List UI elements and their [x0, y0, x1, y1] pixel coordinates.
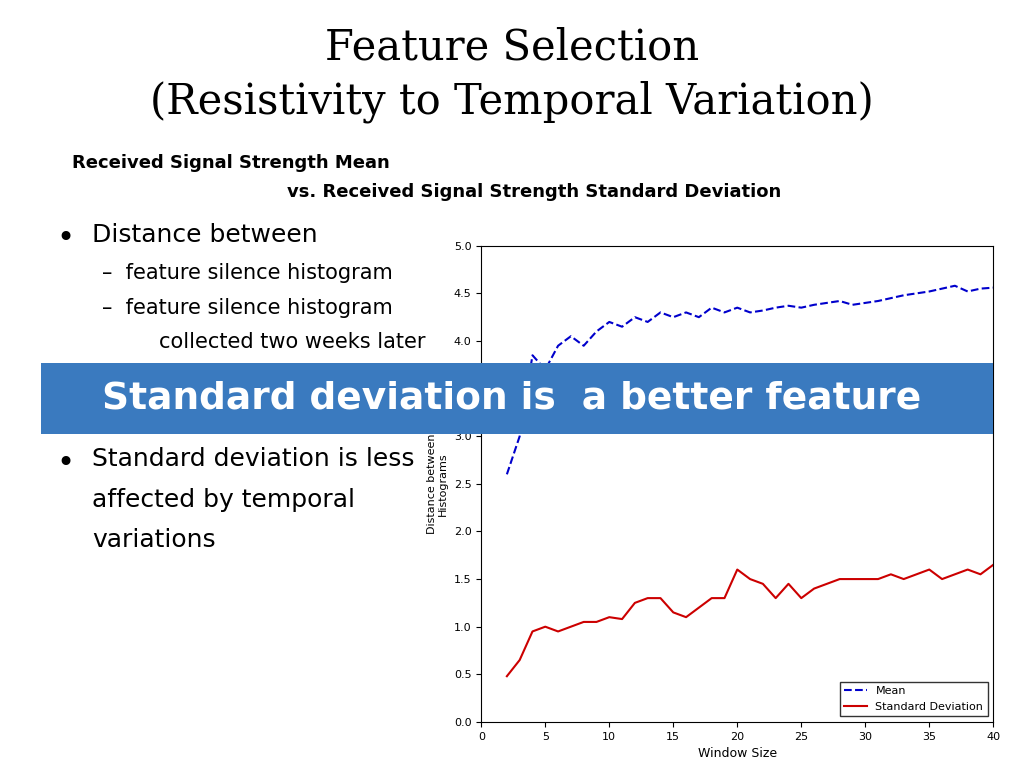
Standard Deviation [910, 570, 923, 579]
Mean [846, 300, 858, 310]
Mean [539, 365, 551, 374]
Y-axis label: Distance between
Histograms: Distance between Histograms [427, 434, 449, 534]
Standard Deviation [615, 614, 628, 624]
Text: –  feature silence histogram: – feature silence histogram [102, 298, 393, 318]
Text: collected two weeks later: collected two weeks later [159, 332, 425, 352]
Standard Deviation [578, 617, 590, 627]
Text: affected by temporal: affected by temporal [92, 488, 355, 511]
Mean [692, 313, 705, 322]
Text: variations: variations [92, 528, 216, 552]
Mean [526, 351, 539, 360]
Standard Deviation [552, 627, 564, 636]
Standard Deviation [859, 574, 871, 584]
Mean [731, 303, 743, 313]
Standard Deviation [924, 565, 936, 574]
Mean [552, 341, 564, 350]
Standard Deviation [770, 594, 782, 603]
Standard Deviation [846, 574, 858, 584]
Standard Deviation [731, 565, 743, 574]
Text: •: • [56, 449, 75, 478]
Standard Deviation [962, 565, 974, 574]
Standard Deviation [885, 570, 897, 579]
Mean [668, 313, 680, 322]
Standard Deviation [719, 594, 731, 603]
Mean [603, 317, 615, 326]
Mean [680, 308, 692, 317]
Mean [897, 290, 910, 300]
Standard Deviation [795, 594, 807, 603]
Standard Deviation [948, 570, 961, 579]
Bar [41, 363, 993, 434]
X-axis label: Window Size: Window Size [697, 747, 777, 760]
Mean [795, 303, 807, 313]
Standard Deviation [692, 603, 705, 612]
Mean [962, 287, 974, 296]
Standard Deviation [936, 574, 948, 584]
Mean [948, 281, 961, 290]
Standard Deviation [821, 579, 834, 588]
Mean [924, 287, 936, 296]
Mean [578, 341, 590, 350]
Standard Deviation [706, 594, 718, 603]
Standard Deviation [641, 594, 653, 603]
Standard Deviation [539, 622, 551, 631]
Text: Distance between: Distance between [92, 223, 317, 247]
Mean [936, 284, 948, 293]
Standard Deviation [603, 613, 615, 622]
Mean [987, 283, 999, 293]
Mean [641, 317, 653, 326]
Text: •: • [56, 224, 75, 253]
Line: Mean: Mean [507, 286, 993, 475]
Mean [615, 322, 628, 331]
Mean [629, 313, 641, 322]
Legend: Mean, Standard Deviation: Mean, Standard Deviation [840, 682, 988, 717]
Standard Deviation [654, 594, 667, 603]
Standard Deviation [590, 617, 602, 627]
Text: Received Signal Strength Mean: Received Signal Strength Mean [72, 154, 389, 171]
Standard Deviation [871, 574, 884, 584]
Mean [654, 308, 667, 317]
Standard Deviation [668, 607, 680, 617]
Standard Deviation [501, 671, 513, 680]
Mean [834, 296, 846, 306]
Text: Standard deviation is less: Standard deviation is less [92, 447, 415, 471]
Standard Deviation [987, 560, 999, 569]
Mean [757, 306, 769, 315]
Mean [770, 303, 782, 313]
Mean [706, 303, 718, 313]
Standard Deviation [743, 574, 756, 584]
Mean [513, 432, 526, 441]
Standard Deviation [526, 627, 539, 636]
Standard Deviation [513, 655, 526, 664]
Mean [975, 284, 987, 293]
Mean [782, 301, 795, 310]
Standard Deviation [834, 574, 846, 584]
Standard Deviation [975, 570, 987, 579]
Text: vs. Received Signal Strength Standard Deviation: vs. Received Signal Strength Standard De… [287, 183, 781, 200]
Mean [501, 470, 513, 479]
Text: –  feature silence histogram: – feature silence histogram [102, 263, 393, 283]
Text: Standard deviation is  a better feature: Standard deviation is a better feature [102, 381, 922, 416]
Mean [565, 332, 578, 341]
Mean [808, 300, 820, 310]
Standard Deviation [757, 579, 769, 588]
Text: (Resistivity to Temporal Variation): (Resistivity to Temporal Variation) [151, 81, 873, 123]
Standard Deviation [680, 613, 692, 622]
Mean [859, 298, 871, 307]
Mean [590, 327, 602, 336]
Standard Deviation [897, 574, 910, 584]
Mean [719, 308, 731, 317]
Mean [871, 296, 884, 306]
Standard Deviation [808, 584, 820, 593]
Standard Deviation [565, 622, 578, 631]
Line: Standard Deviation: Standard Deviation [507, 564, 993, 676]
Standard Deviation [629, 598, 641, 607]
Mean [821, 298, 834, 307]
Text: Feature Selection: Feature Selection [325, 27, 699, 69]
Mean [885, 293, 897, 303]
Standard Deviation [782, 579, 795, 588]
Mean [743, 308, 756, 317]
Mean [910, 289, 923, 298]
